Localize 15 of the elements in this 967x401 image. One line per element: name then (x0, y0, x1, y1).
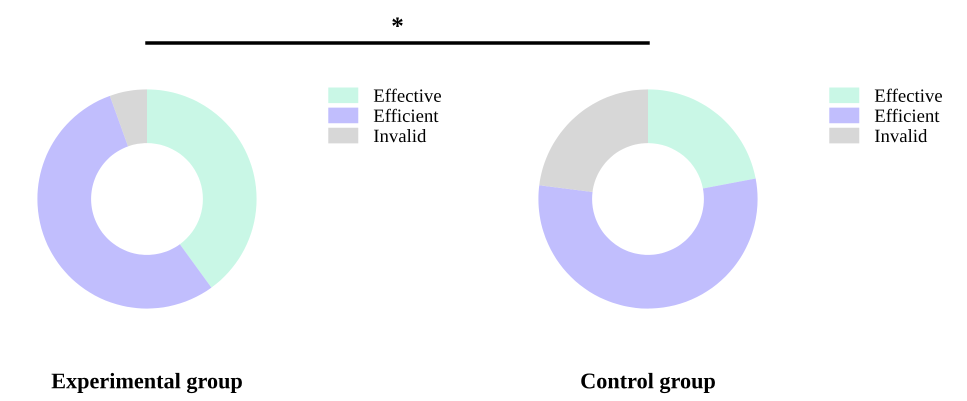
legend-label: Effective (874, 88, 942, 102)
legend-label: Efficient (374, 108, 438, 122)
donut-slice (147, 89, 257, 288)
legend-label: Invalid (374, 129, 426, 142)
legend-label: Efficient (874, 108, 940, 122)
donut-slice (110, 89, 147, 146)
donut-slice (648, 89, 756, 189)
donut-slice (538, 178, 758, 309)
text: Experimental group (52, 372, 242, 394)
legend-label: Invalid (874, 129, 928, 142)
donut-slice (539, 89, 648, 192)
text: * (392, 18, 403, 27)
legend-label: Effective (374, 88, 441, 102)
text: Control group (581, 372, 715, 394)
donut-slice (37, 96, 212, 309)
